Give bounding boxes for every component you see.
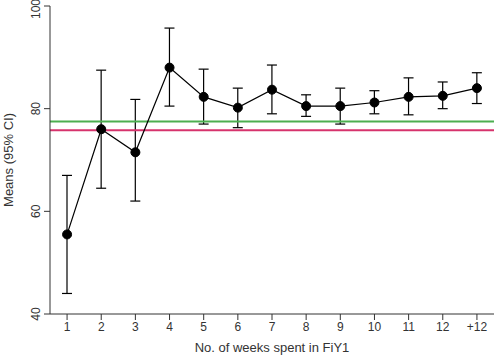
svg-text:40: 40: [29, 307, 43, 321]
svg-text:60: 60: [29, 204, 43, 218]
svg-text:+12: +12: [467, 320, 488, 334]
svg-text:10: 10: [368, 320, 382, 334]
svg-text:80: 80: [29, 102, 43, 116]
svg-text:100: 100: [29, 0, 43, 19]
svg-text:4: 4: [166, 320, 173, 334]
svg-text:11: 11: [402, 320, 415, 334]
svg-text:No. of weeks spent in FiY1: No. of weeks spent in FiY1: [195, 340, 350, 355]
svg-text:9: 9: [337, 320, 344, 334]
svg-text:Means (95% CI): Means (95% CI): [8, 113, 16, 207]
svg-text:8: 8: [303, 320, 310, 334]
svg-text:12: 12: [436, 320, 450, 334]
svg-text:3: 3: [132, 320, 139, 334]
svg-text:6: 6: [235, 320, 242, 334]
svg-text:2: 2: [98, 320, 105, 334]
svg-text:1: 1: [64, 320, 71, 334]
svg-text:7: 7: [269, 320, 276, 334]
svg-text:5: 5: [200, 320, 207, 334]
